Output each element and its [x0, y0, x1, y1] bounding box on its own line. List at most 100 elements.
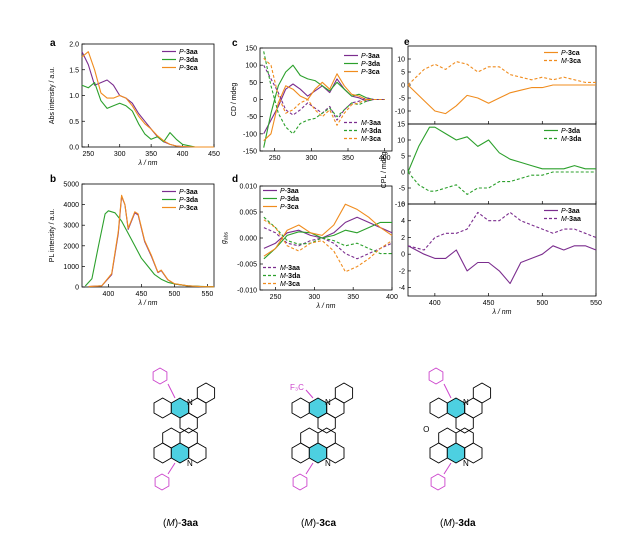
- molecule-label-3da: (M)-3da: [440, 518, 476, 529]
- y-tick-label-b-5: 5000: [63, 182, 79, 189]
- y-tick-label-e2-4: 4: [401, 218, 405, 225]
- ring-top-0-3: [196, 382, 216, 404]
- series-line-e1-p-3da: [407, 126, 596, 173]
- legend-label-c-p-3da: P-3da: [361, 61, 380, 68]
- phenyl-bottom-1: [292, 473, 308, 491]
- y-tick-label-c-1: -100: [243, 131, 257, 138]
- legend-label-d-m-m-3ca: M-3ca: [280, 281, 300, 288]
- legend-label-b-p-3da: P-3da: [179, 197, 198, 204]
- y-tick-label-e2-2: 0: [401, 252, 405, 259]
- x-axis-label-b: λ / nm: [137, 300, 157, 307]
- legend-label-a-p-3ca: P-3ca: [179, 65, 198, 72]
- series-line-d-m-3ca: [263, 219, 393, 273]
- y-tick-label-c-2: -50: [247, 114, 257, 121]
- legend-label-e0-p-3ca: P-3ca: [561, 50, 580, 57]
- x-tick-label-e2-450: 450: [483, 300, 495, 307]
- y-tick-label-e0-4: 10: [397, 57, 405, 64]
- ring-top-0-0: [153, 397, 172, 419]
- series-line-e2-p-3aa: [407, 245, 597, 285]
- series-line-c-m-3ca: [263, 57, 385, 126]
- y-tick-label-d-1: -0.005: [237, 262, 257, 269]
- x-tick-label-b-500: 500: [169, 291, 181, 298]
- y-tick-label-e0-1: -5: [399, 96, 405, 103]
- y-tick-label-e1-0: -10: [395, 202, 405, 209]
- series-line-d-p-3aa: [263, 216, 393, 249]
- legend-label-c-m-m-3aa: M-3aa: [361, 120, 381, 127]
- legend-label-c-p-3aa: P-3aa: [361, 53, 380, 60]
- panel-letter-a: a: [50, 38, 56, 49]
- ring-bottom-0-4: [188, 442, 207, 464]
- bond-ph-bottom-1: [305, 462, 314, 475]
- bond-ph-top-0: [167, 383, 176, 399]
- ring-mid-0: [179, 412, 198, 434]
- x-tick-label-b-450: 450: [136, 291, 148, 298]
- y-tick-label-e2-1: -2: [399, 268, 405, 275]
- legend-label-a-p-3aa: P-3aa: [179, 49, 198, 56]
- y-tick-label-e0-3: 5: [401, 70, 405, 77]
- y-tick-label-b-1: 1000: [63, 264, 79, 271]
- x-tick-label-a-300: 300: [114, 151, 126, 158]
- atom-n-bottom-1: N: [325, 459, 331, 468]
- series-line-c-p-3ca: [263, 73, 385, 142]
- legend-label-b-p-3aa: P-3aa: [179, 189, 198, 196]
- ring-bottom-2-4: [464, 442, 483, 464]
- x-tick-label-b-400: 400: [103, 291, 115, 298]
- series-line-b-p-3ca: [88, 194, 215, 288]
- y-tick-label-e1-3: 5: [401, 154, 405, 161]
- y-tick-label-a-4: 2.0: [69, 42, 79, 49]
- y-tick-label-c-6: 150: [245, 46, 257, 53]
- x-tick-label-a-250: 250: [82, 151, 94, 158]
- molecule-structure-1: N N F₃C: [290, 382, 354, 491]
- x-tick-label-d-350: 350: [347, 294, 359, 301]
- series-line-b-p-3da: [84, 210, 215, 288]
- y-axis-label-d: gabs: [221, 232, 230, 244]
- legend-label-d-m-m-3da: M-3da: [280, 273, 300, 280]
- y-tick-label-d-3: 0.005: [239, 210, 257, 217]
- y-tick-label-e1-5: 15: [397, 122, 405, 129]
- phenyl-bottom-0: [154, 473, 170, 491]
- y-tick-label-d-2: 0.000: [239, 236, 257, 243]
- ring-bottom-1-2: [291, 442, 310, 464]
- panel-letter-e: e: [404, 37, 410, 48]
- phenyl-top-2: [428, 367, 444, 385]
- legend-label-e1-p-3da: P-3da: [561, 128, 580, 135]
- y-tick-label-e1-2: 0: [401, 170, 405, 177]
- x-tick-label-e2-400: 400: [429, 300, 441, 307]
- y-axis-label-e: CPL / mdeg: [381, 152, 388, 189]
- series-line-c-p-3da: [263, 64, 385, 148]
- series-line-d-p-3da: [263, 221, 392, 260]
- legend-label-e2-p-3aa: P-3aa: [561, 208, 580, 215]
- y-axis-label-c: CD / mdeg: [231, 83, 238, 117]
- y-tick-label-b-4: 4000: [63, 202, 79, 209]
- ring-top-2-3: [472, 382, 492, 404]
- chart-panel-c: c 250 300 350 400 -150 -100 -50 0 50 100 150 CD / md…: [231, 38, 393, 162]
- legend-label-b-p-3ca: P-3ca: [179, 205, 198, 212]
- ring-mid-2: [455, 412, 474, 434]
- y-tick-label-b-0: 0: [75, 285, 79, 292]
- legend-label-e2-m-3aa: M-3aa: [561, 216, 581, 223]
- series-line-a-p-3ca: [81, 51, 214, 148]
- atom-o-2: O: [423, 425, 429, 434]
- x-tick-label-a-400: 400: [177, 151, 189, 158]
- x-axis-label-a: λ / nm: [137, 160, 157, 167]
- ring-mid-1: [317, 412, 336, 434]
- panel-letter-b: b: [50, 174, 56, 185]
- legend-label-a-p-3da: P-3da: [179, 57, 198, 64]
- atom-n-bottom-0: N: [187, 459, 193, 468]
- bond-ph-bottom-0: [167, 462, 176, 475]
- x-tick-label-e2-500: 500: [536, 300, 548, 307]
- molecule-label-3aa: (M)-3aa: [163, 518, 199, 529]
- x-tick-label-c-250: 250: [269, 155, 281, 162]
- legend-label-d-p-3aa: P-3aa: [280, 188, 299, 195]
- y-tick-label-d-0: -0.010: [237, 288, 257, 295]
- y-tick-label-e2-0: -4: [399, 285, 405, 292]
- molecule-structure-2: N N O: [423, 367, 492, 491]
- x-tick-label-d-400: 400: [386, 294, 398, 301]
- ring-top-1-0: [291, 397, 310, 419]
- y-tick-label-a-2: 1.0: [69, 93, 79, 100]
- y-tick-label-a-1: 0.5: [69, 119, 79, 126]
- phenyl-bottom-2: [430, 473, 446, 491]
- axis-frame-b: [81, 183, 215, 288]
- y-tick-label-c-5: 100: [245, 63, 257, 70]
